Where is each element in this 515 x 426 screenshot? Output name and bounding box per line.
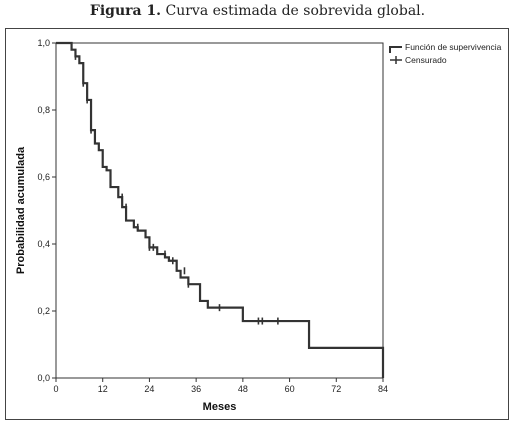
y-tick-label: 0,2 bbox=[37, 306, 50, 316]
x-tick-label: 60 bbox=[285, 384, 295, 394]
x-tick-label: 48 bbox=[238, 384, 248, 394]
survival-chart: 0 12 24 36 48 60 72 84 0,0 0,2 0,4 0,6 0,8 1,0 Meses… bbox=[15, 38, 502, 413]
y-tick-label: 0,8 bbox=[37, 105, 50, 115]
legend-censor-label: Censurado bbox=[405, 55, 447, 65]
x-tick: 0 bbox=[53, 378, 59, 394]
y-axis-label: Probabilidad acumulada bbox=[15, 146, 27, 274]
x-tick: 48 bbox=[238, 378, 248, 394]
x-tick-label: 84 bbox=[378, 384, 388, 394]
x-tick: 24 bbox=[144, 378, 154, 394]
x-tick: 72 bbox=[331, 378, 341, 394]
y-tick: 1,0 bbox=[37, 38, 56, 48]
x-tick-label: 12 bbox=[98, 384, 108, 394]
y-tick: 0,2 bbox=[37, 306, 56, 316]
x-axis-ticks: 0 12 24 36 48 60 72 84 bbox=[53, 378, 388, 394]
x-tick: 84 bbox=[378, 378, 388, 394]
x-tick: 36 bbox=[191, 378, 201, 394]
x-tick-label: 36 bbox=[191, 384, 201, 394]
y-tick-label: 0,6 bbox=[37, 172, 50, 182]
y-tick: 0,4 bbox=[37, 239, 56, 249]
figure-frame: 0 12 24 36 48 60 72 84 0,0 0,2 0,4 0,6 0,8 1,0 Meses… bbox=[5, 28, 509, 420]
figure-caption-text: Curva estimada de sobrevida global. bbox=[165, 3, 426, 19]
x-tick: 12 bbox=[98, 378, 108, 394]
legend-survival-label: Función de supervivencia bbox=[405, 42, 502, 52]
censor-marks bbox=[74, 52, 279, 325]
y-tick-label: 0,0 bbox=[37, 373, 50, 383]
legend-survival-symbol bbox=[389, 46, 402, 53]
y-tick-label: 0,4 bbox=[37, 239, 50, 249]
y-axis-ticks: 0,0 0,2 0,4 0,6 0,8 1,0 bbox=[37, 38, 56, 383]
chart-legend: Función de supervivencia Censurado bbox=[389, 42, 502, 65]
x-tick: 60 bbox=[285, 378, 295, 394]
y-tick: 0,0 bbox=[37, 373, 56, 383]
x-tick-label: 24 bbox=[144, 384, 154, 394]
y-tick-label: 1,0 bbox=[37, 38, 50, 48]
y-tick: 0,6 bbox=[37, 172, 56, 182]
x-axis-label: Meses bbox=[203, 401, 237, 413]
x-tick-label: 0 bbox=[53, 384, 58, 394]
y-tick: 0,8 bbox=[37, 105, 56, 115]
x-tick-label: 72 bbox=[331, 384, 341, 394]
figure-label: Figura 1. bbox=[89, 3, 162, 19]
plot-area bbox=[55, 42, 384, 379]
figure-caption: Figura 1. Curva estimada de sobrevida gl… bbox=[0, 3, 515, 19]
